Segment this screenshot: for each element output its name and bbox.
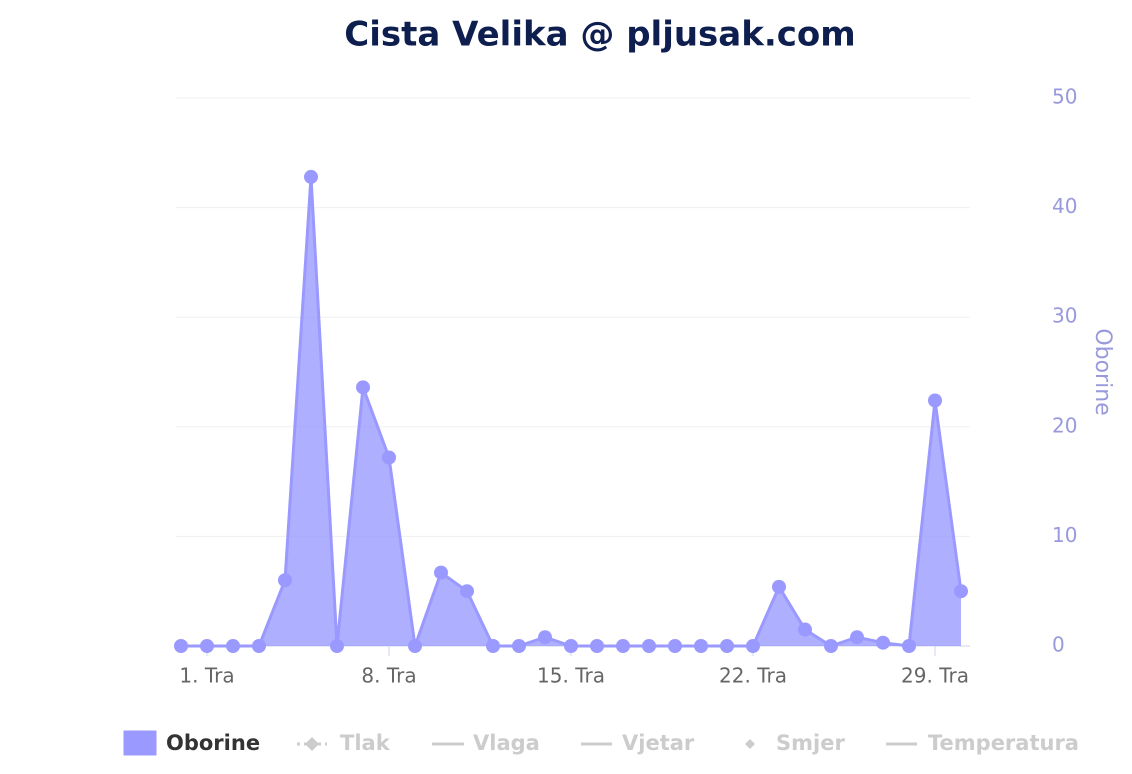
point (642, 639, 656, 653)
point (486, 639, 500, 653)
legend-label[interactable]: Smjer (776, 731, 845, 755)
legend-label[interactable]: Temperatura (928, 731, 1079, 755)
x-tick-label: 15. Tra (537, 664, 605, 688)
point (902, 639, 916, 653)
y-tick-label: 50 (1052, 85, 1077, 109)
y-tick-label: 40 (1052, 194, 1077, 218)
point (538, 630, 552, 645)
x-tick-label: 29. Tra (901, 664, 969, 688)
legend: Oborine Tlak Vlaga Vjetar Smjer Temperat… (123, 730, 1079, 756)
point (668, 639, 682, 653)
point (772, 579, 786, 594)
point (590, 639, 604, 653)
legend-label[interactable]: Oborine (166, 731, 260, 755)
point (226, 639, 240, 653)
point (382, 450, 396, 465)
legend-symbol (745, 739, 755, 749)
point (824, 639, 838, 653)
point (200, 639, 214, 653)
legend-label[interactable]: Vjetar (622, 731, 695, 755)
point (174, 639, 188, 653)
point (564, 639, 578, 653)
legend-label[interactable]: Vlaga (473, 731, 540, 755)
y-tick-label: 20 (1052, 413, 1077, 437)
point (304, 169, 318, 184)
chart-title: Cista Velika @ pljusak.com (344, 15, 855, 55)
x-tick-label: 8. Tra (361, 664, 416, 688)
y-tick-label: 30 (1052, 304, 1077, 328)
point (356, 380, 370, 395)
point (408, 639, 422, 653)
point (928, 393, 942, 408)
point (616, 639, 630, 653)
point (694, 639, 708, 653)
point (720, 639, 734, 653)
point (954, 584, 968, 599)
point (512, 639, 526, 653)
y-axis-label: Oborine (1090, 328, 1115, 415)
y-tick-label: 0 (1052, 633, 1065, 657)
legend-label[interactable]: Tlak (340, 731, 391, 755)
point (746, 639, 760, 653)
point (252, 639, 266, 653)
x-tick-label: 1. Tra (179, 664, 234, 688)
point (330, 639, 344, 653)
y-tick-label: 10 (1052, 523, 1077, 547)
point (850, 630, 864, 645)
point (434, 565, 448, 580)
x-tick-label: 22. Tra (719, 664, 787, 688)
area (181, 176, 961, 647)
point (798, 622, 812, 637)
point (876, 635, 890, 650)
legend-symbol (123, 730, 157, 756)
legend-symbol (305, 737, 319, 751)
point (460, 584, 474, 599)
point (278, 573, 292, 588)
